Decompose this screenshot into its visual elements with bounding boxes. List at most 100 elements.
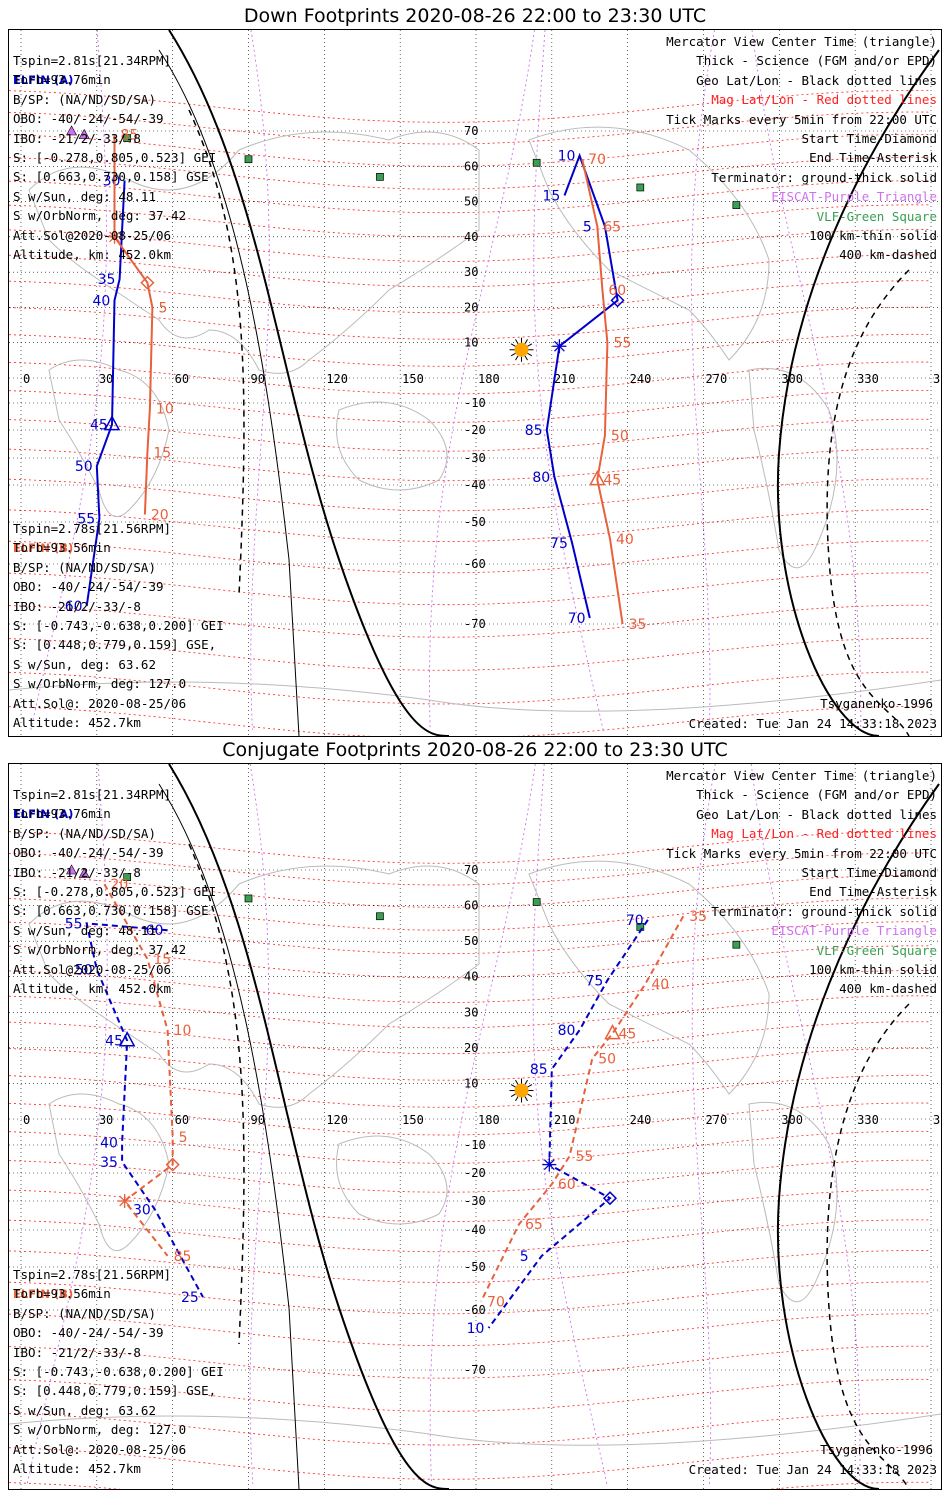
info-line: OBO: -40/-24/-54/-39 [13,845,164,861]
mag-lat-line [9,1130,930,1164]
lon-tick-label: 90 [251,372,265,386]
tick-label: 15 [542,189,560,205]
legend-entry: EISCAT-Purple Triangle [771,189,937,205]
lat-tick-label: 10 [464,336,478,350]
info-line: Att.Sol@2020-08-25/06 [13,227,172,243]
info-line: S w/OrbNorm, deg: 127.0 [13,1422,187,1438]
lat-tick-label: 20 [464,300,478,314]
end-asterisk [542,1157,557,1172]
mag-lat-line [9,1281,930,1315]
tick-label: 20 [151,508,169,524]
lat-tick-label: 20 [464,1041,478,1055]
tick-label: 85 [174,1249,192,1265]
elfin-b-params: Tspin=2.78s[21.56RPM] Torb=93.56min B/SP: … [13,519,224,732]
tick-label: 55 [65,916,83,932]
terminator-400km [188,109,245,595]
mag-lat-line [9,448,930,482]
sun-ray [524,1079,528,1085]
mag-lat-line [9,637,930,671]
terminator-100km [158,783,300,1489]
center-triangle [604,1024,621,1040]
tick-label: 75 [550,536,568,552]
mag-lat-line [9,280,930,314]
mag-lat-line [9,921,930,955]
terminator-400km [826,269,910,736]
lon-tick-label: 0 [23,372,30,386]
mag-lat-line [9,361,930,395]
tick-label: 40 [93,293,111,309]
tick-label: 45 [90,418,108,434]
sun-disc [514,342,529,357]
model-label: Tsyganenko-1996 [820,696,933,711]
sun-ray [515,355,519,361]
tick-label: 5 [583,219,592,235]
end-asterisk [117,1194,132,1208]
vlf-station-square [244,894,253,903]
elfin-b-label: ELFIN (B) [13,540,74,555]
info-line: S w/Sun, deg: 63.62 [13,1402,156,1418]
mag-lat-line [9,1250,930,1283]
tick-label: 35 [100,1155,118,1171]
info-line: S: [0.663,0.730,0.158] GSE [13,903,209,919]
mag-lat-line [9,1102,930,1136]
info-line: IBO: -21/2/-33/-8 [13,598,141,614]
tick-label: 65 [525,1217,543,1233]
tick-label: 55 [576,1149,594,1165]
elfin-a-params: Tspin=2.81s[21.34RPM] Torb=93.76min B/SP: … [13,51,216,264]
tick-label: 45 [105,1034,123,1050]
legend-entry: Terminator: ground-thick solid [711,169,937,185]
coastline [528,860,770,1095]
mag-lat-line [9,333,930,367]
terminator-line [168,764,450,1489]
mag-lat-line [9,1219,930,1253]
lat-tick-label: 30 [464,265,478,279]
footprint-line [480,915,685,1302]
info-line: Tspin=2.78s[21.56RPM] [13,1267,172,1282]
info-line: S: [-0.278,0.805,0.523] GEI [13,883,217,899]
lat-tick-label: -70 [464,617,486,631]
coastline [9,1413,941,1446]
mag-lat-line [9,89,930,123]
sun-marker [509,337,534,362]
lon-tick-label: 330 [857,1113,879,1127]
info-line: Att.Sol@2020-08-25/06 [13,961,172,977]
info-line: IBO: -21/2/-33/-8 [13,1344,141,1360]
vlf-station-square [636,183,645,192]
lat-tick-label: 50 [464,195,478,209]
footprint-line [487,919,649,1329]
info-line: OBO: -40/-24/-54/-39 [13,111,164,127]
mag-lat-line [9,418,930,452]
vlf-station-square [532,158,541,167]
legend-entry: Geo Lat/Lon - Black dotted lines [696,806,937,822]
info-line: Tspin=2.81s[21.34RPM] [13,53,172,68]
elfin-a-label: ELFIN (A) [13,72,74,87]
legend-entry: 100 km-thin solid [809,227,937,243]
legend-entry: Start Time-Diamond [801,864,937,880]
sun-ray [527,352,533,357]
lon-tick-label: 180 [478,372,500,386]
lat-tick-label: 10 [464,1076,478,1090]
tick-label: 30 [133,1203,151,1219]
stations [66,864,741,949]
start-diamond [610,293,625,308]
legend-entry: 100 km-thin solid [809,961,937,977]
geo-grid [9,30,941,736]
tick-label: 40 [616,532,634,548]
start-diamond [165,1157,180,1172]
created-timestamp: Created: Tue Jan 24 14:33:18 2023 [688,716,937,731]
info-line: Altitude, km: 452.0km [13,246,172,262]
footprint-line [85,180,126,607]
mag-grid [9,830,930,1489]
mag-lon-line [691,30,715,731]
lat-tick-label: 70 [464,863,478,877]
coastline [48,1093,170,1252]
mag-lon-line [533,30,604,731]
tick-label: 80 [558,1023,576,1039]
info-line: Torb=93.76min [13,72,111,88]
vlf-station-square [123,873,132,881]
lat-tick-label: 60 [464,899,478,913]
vlf-station-square [376,173,384,181]
info-line: Torb=93.56min [13,1286,111,1302]
mag-lon-line [532,764,608,1485]
tick-label: 85 [121,128,139,144]
